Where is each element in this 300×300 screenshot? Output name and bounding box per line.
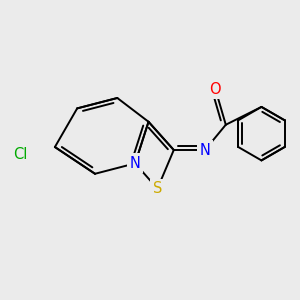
Text: N: N <box>200 142 210 158</box>
Text: S: S <box>153 181 162 196</box>
Text: N: N <box>130 156 141 171</box>
Text: Cl: Cl <box>14 147 28 162</box>
Text: O: O <box>210 82 221 97</box>
